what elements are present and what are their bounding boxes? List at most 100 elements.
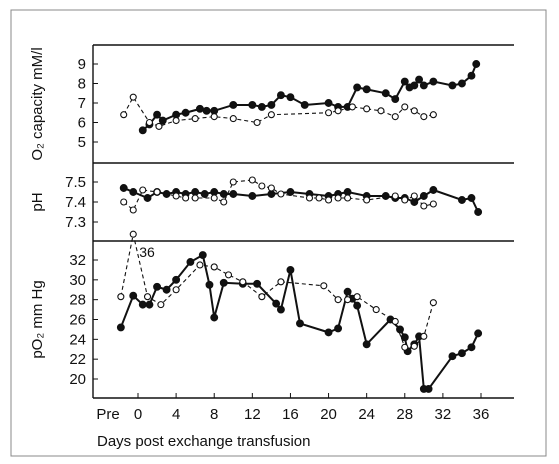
data-point-filled [472,60,481,68]
annotation-label: 36 [139,244,155,260]
data-point-filled [400,77,409,86]
data-point-open [344,296,352,304]
data-point-open [191,115,199,123]
data-point-open [344,194,352,202]
x-tick-label: 0 [134,406,142,423]
x-tick-label: 8 [210,406,218,423]
x-tick-label: 4 [172,406,180,423]
data-point-filled [200,190,209,198]
data-point-filled [457,79,466,88]
data-point-open [129,230,137,238]
data-point-filled [210,188,219,196]
y-tick-label: 22 [69,351,86,368]
data-point-open [143,293,152,301]
data-point-open [420,332,428,340]
data-point-filled [467,343,476,352]
data-point-open [145,118,153,127]
y-tick-label: 6 [78,115,86,132]
data-point-open [420,113,428,121]
data-point-filled [286,93,295,102]
data-point-filled [424,384,433,393]
x-tick-label: 32 [435,406,452,423]
data-point-open [334,107,342,115]
data-point-filled [457,349,466,358]
x-axis-label: Days post exchange transfusion [97,433,310,450]
data-point-filled [324,328,333,337]
data-point-filled [381,89,390,98]
y-axis-label: pO₂ mm Hg [29,280,46,358]
data-point-open [253,118,261,127]
data-point-filled [267,190,276,198]
data-point-filled [467,194,476,202]
data-point-filled [181,108,190,117]
data-point-filled [272,299,281,308]
data-point-open [334,194,342,202]
data-point-open [172,286,180,294]
data-point-filled [195,104,204,113]
data-point-open [139,186,147,194]
data-point-open [377,107,385,115]
data-point-filled [362,340,371,349]
data-point-filled [343,287,352,296]
data-point-filled [300,100,309,109]
data-point-open [429,200,437,208]
y-tick-label: 26 [69,312,86,329]
y-tick-label: 30 [69,272,86,289]
data-point-open [229,115,237,123]
data-point-open [248,176,256,184]
data-point-open [363,196,371,204]
data-point-open [224,271,233,279]
data-point-filled [448,352,457,361]
data-point-open [182,194,190,202]
y-tick-label: 7.3 [65,214,86,231]
data-point-open [120,111,128,119]
x-tick-label: 28 [396,406,413,423]
data-point-filled [191,188,200,196]
data-point-open [172,192,180,200]
data-point-open [155,122,163,130]
data-point-open [325,109,333,117]
data-point-filled [419,192,428,200]
figure-border [10,9,547,457]
data-point-open [429,111,437,119]
data-point-open [372,306,380,314]
data-point-open [220,198,228,206]
data-point-filled [153,110,162,119]
data-point-open [239,278,247,286]
x-tick-label: 12 [244,406,261,423]
data-point-filled [129,188,138,196]
data-point-open [420,202,428,210]
data-point-filled [474,208,483,216]
data-point-filled [467,71,476,80]
data-point-open [401,196,409,204]
y-tick-label: 8 [78,76,86,93]
data-point-open [210,113,218,121]
data-point-open [401,343,409,351]
data-point-filled [172,275,181,284]
data-point-filled [457,196,466,204]
data-point-filled [119,184,128,192]
x-tick-label: 36 [473,406,490,423]
data-point-open [315,194,323,202]
data-point-filled [267,100,276,109]
y-tick-label: 20 [69,371,86,388]
data-point-filled [286,188,295,196]
data-point-filled [138,300,147,309]
series-line-open [120,234,434,348]
data-point-filled [202,106,211,115]
x-tick-label: 20 [320,406,337,423]
data-point-open [129,206,137,214]
data-point-open [334,296,342,304]
data-point-open [172,117,180,125]
data-point-open [191,194,199,202]
y-tick-label: 5 [78,134,86,151]
data-point-filled [410,81,419,90]
data-point-open [320,282,328,290]
series-line-open [123,96,434,127]
data-point-filled [158,116,167,125]
data-point-open [153,188,161,196]
data-point-filled [248,100,257,109]
data-point-open [410,192,418,200]
